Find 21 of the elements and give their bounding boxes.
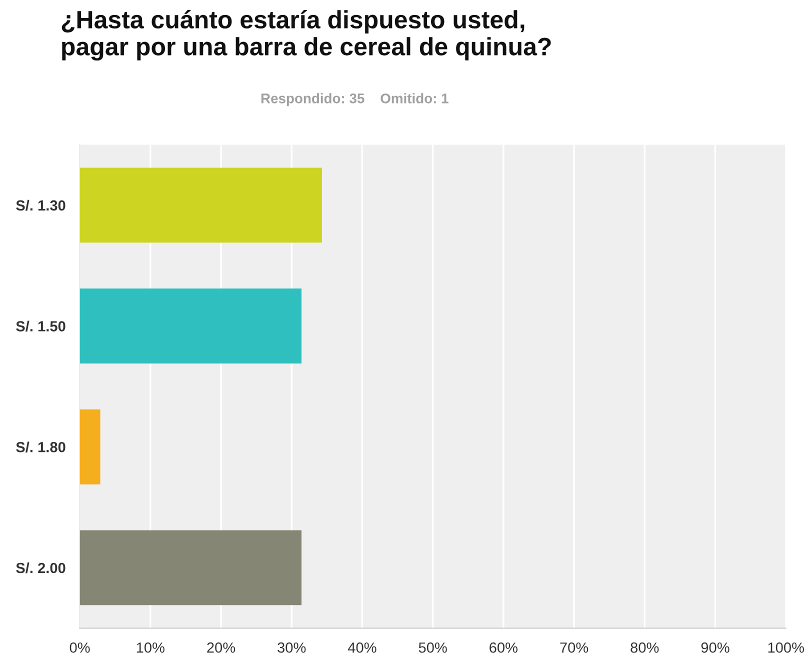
x-tick-label: 100% [768,642,804,653]
x-tick-label: 10% [136,642,164,653]
x-tick-label: 80% [630,642,659,653]
y-tick-label: S/. 1.30 [16,200,66,211]
x-tick-label: 90% [701,642,730,653]
chart-subtitle: Respondido: 35 Omitido: 1 [261,93,448,106]
x-tick-label: 40% [348,642,376,653]
x-tick-label: 0% [70,642,90,653]
x-tick-label: 70% [560,642,588,653]
chart-title: ¿Hasta cuánto estaría dispuesto usted, pagar por una barra de cereal de quinua? [62,10,551,61]
bar [80,530,302,606]
x-tick-label: 60% [490,642,518,653]
y-tick-label: S/. 2.00 [16,562,66,574]
x-tick-label: 50% [418,642,447,653]
x-tick-label: 20% [207,642,236,653]
y-tick-label: S/. 1.50 [16,320,66,332]
x-tick-label: 30% [278,642,306,653]
bar [80,409,100,484]
bar [80,168,322,243]
y-tick-label: S/. 1.80 [16,442,66,452]
bar [80,288,302,364]
